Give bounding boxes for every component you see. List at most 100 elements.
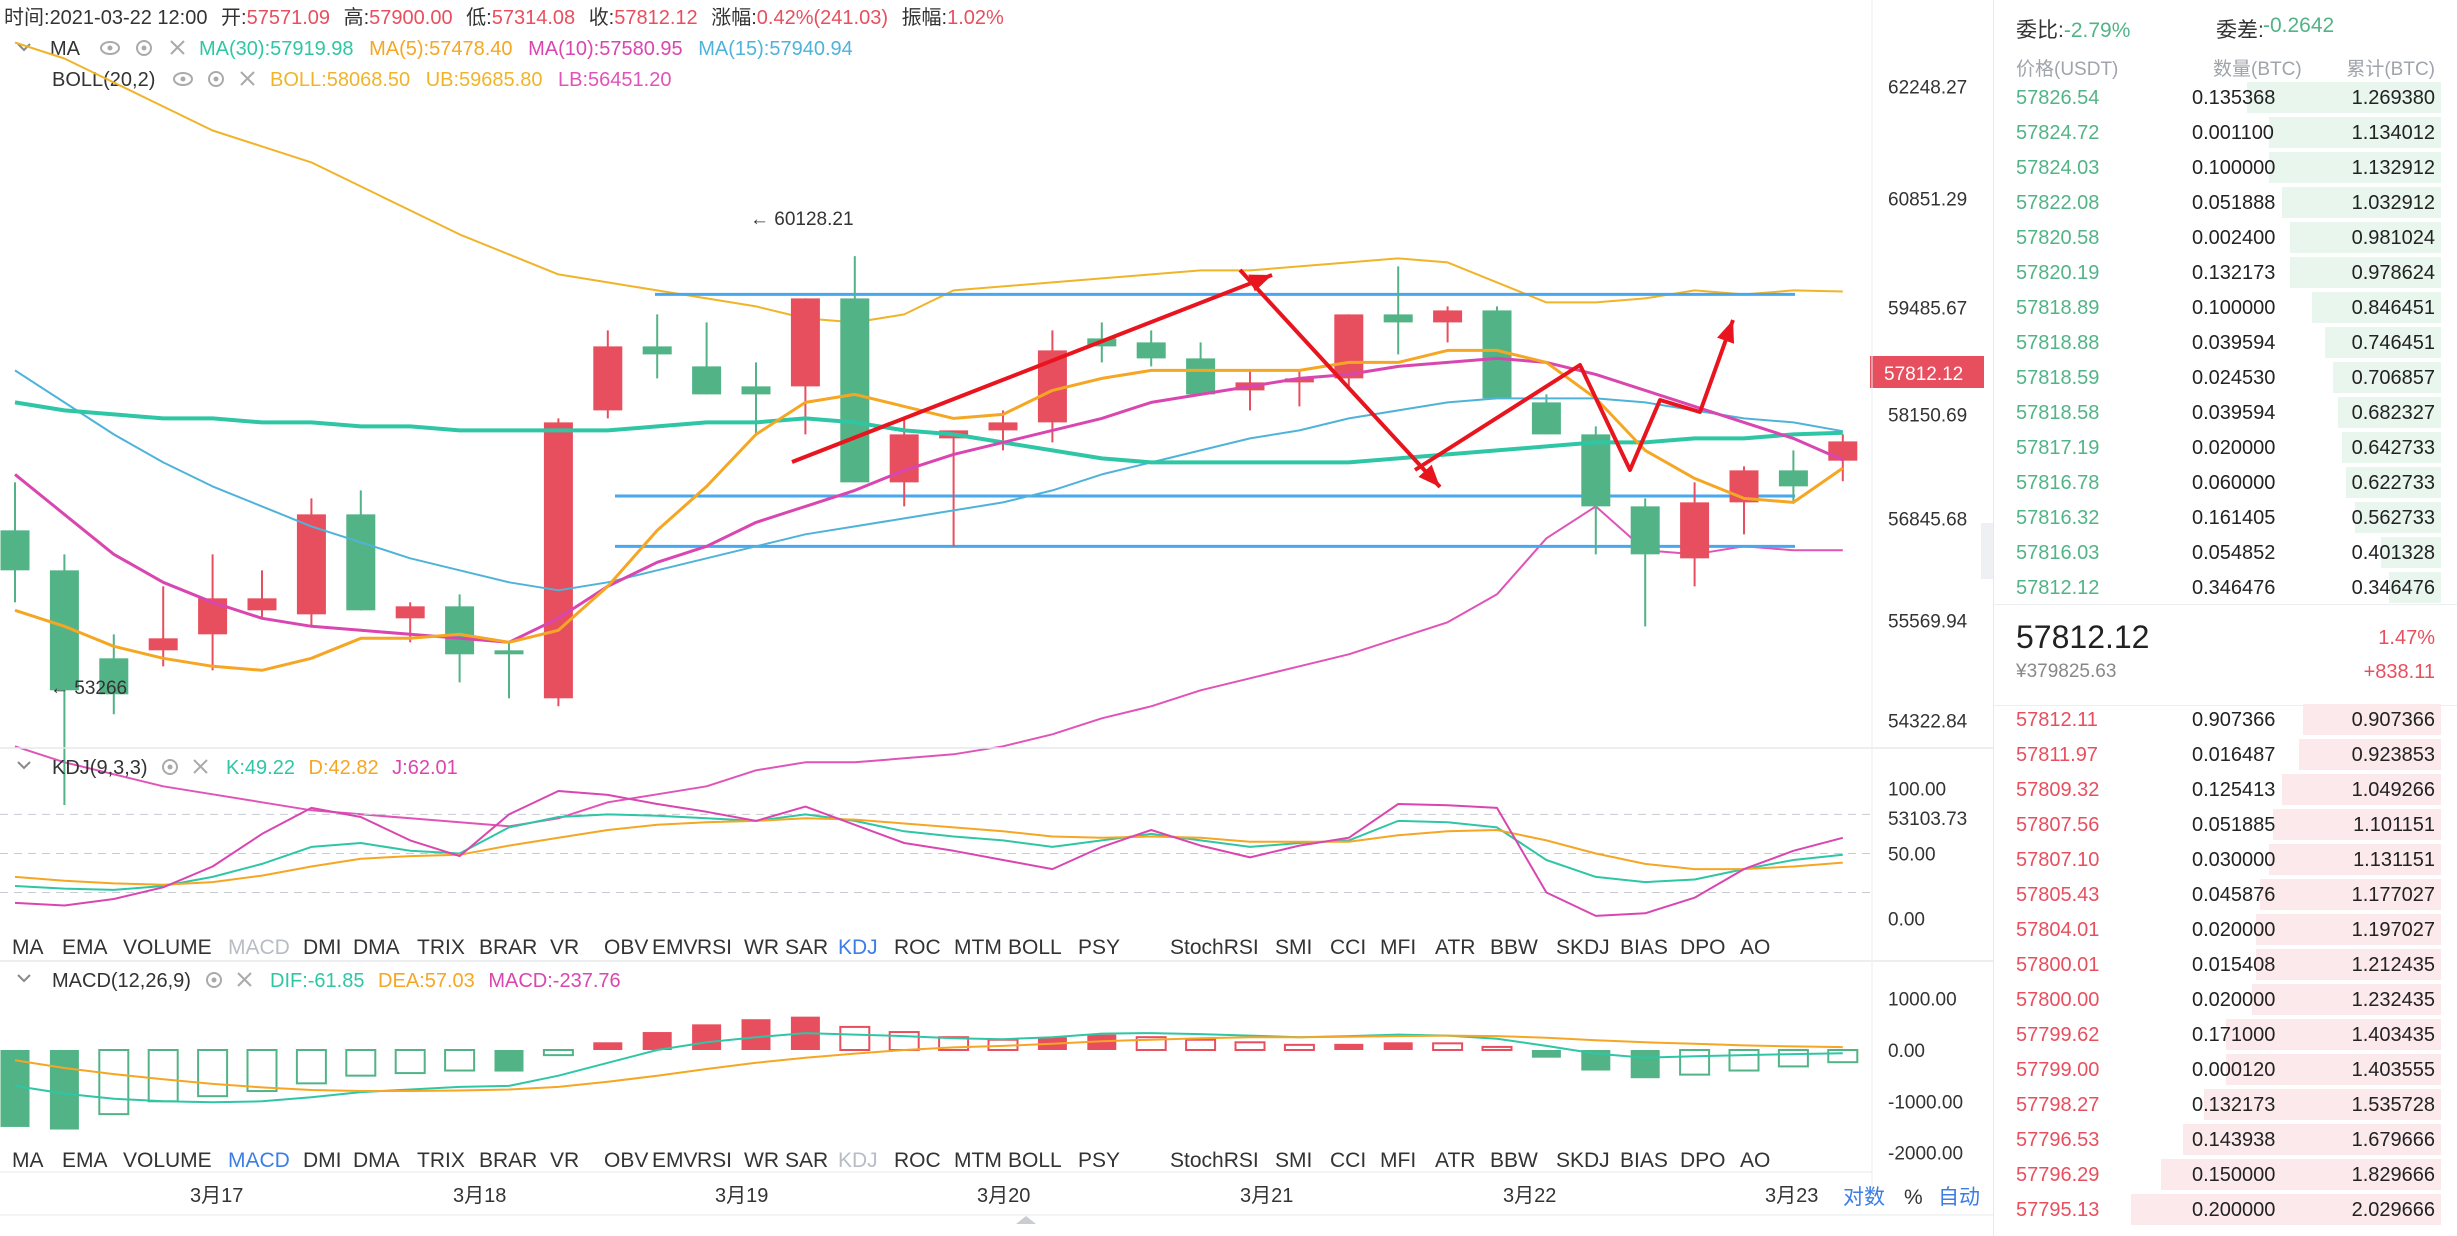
bid-row[interactable]: 57796.29 0.150000 1.829666: [1994, 1157, 2457, 1192]
indicator-tab-atr[interactable]: ATR: [1435, 1149, 1475, 1172]
indicator-tab-psy[interactable]: PSY: [1078, 936, 1120, 959]
bid-row[interactable]: 57805.43 0.045876 1.177027: [1994, 877, 2457, 912]
indicator-tab-stochrsi[interactable]: StochRSI: [1170, 1149, 1259, 1172]
chevron-down-icon[interactable]: [17, 761, 31, 770]
indicator-tab-ma[interactable]: MA: [12, 936, 44, 959]
percent-scale-toggle[interactable]: %: [1904, 1186, 1923, 1209]
indicator-tab-ao[interactable]: AO: [1740, 1149, 1770, 1172]
indicator-tab-stochrsi[interactable]: StochRSI: [1170, 936, 1259, 959]
indicator-tab-rsi[interactable]: RSI: [697, 936, 732, 959]
auto-scale-toggle[interactable]: 自动: [1938, 1186, 1980, 1209]
indicator-tab-bbw[interactable]: BBW: [1490, 1149, 1538, 1172]
indicator-tab-smi[interactable]: SMI: [1275, 1149, 1312, 1172]
ask-row[interactable]: 57818.89 0.100000 0.846451: [1994, 290, 2457, 325]
indicator-tab-dpo[interactable]: DPO: [1680, 1149, 1726, 1172]
indicator-tab-kdj[interactable]: KDJ: [838, 1149, 878, 1172]
ask-row[interactable]: 57812.12 0.346476 0.346476: [1994, 570, 2457, 605]
indicator-tab-mfi[interactable]: MFI: [1380, 1149, 1416, 1172]
bid-row[interactable]: 57798.27 0.132173 1.535728: [1994, 1087, 2457, 1122]
collapse-handle-icon[interactable]: [1016, 1216, 1036, 1224]
ask-row[interactable]: 57816.32 0.161405 0.562733: [1994, 500, 2457, 535]
gear-icon[interactable]: [208, 71, 224, 87]
gear-icon[interactable]: [206, 972, 222, 988]
ask-row[interactable]: 57820.19 0.132173 0.978624: [1994, 255, 2457, 290]
bid-row[interactable]: 57795.13 0.200000 2.029666: [1994, 1192, 2457, 1227]
indicator-tab-mfi[interactable]: MFI: [1380, 936, 1416, 959]
orderbook-collapse-handle[interactable]: [1981, 523, 1993, 579]
indicator-tab-vr[interactable]: VR: [550, 936, 579, 959]
bid-row[interactable]: 57812.11 0.907366 0.907366: [1994, 702, 2457, 737]
chevron-down-icon[interactable]: [17, 974, 31, 983]
indicator-tab-ma[interactable]: MA: [12, 1149, 44, 1172]
close-icon[interactable]: [240, 71, 255, 86]
ask-row[interactable]: 57818.59 0.024530 0.706857: [1994, 360, 2457, 395]
bid-row[interactable]: 57809.32 0.125413 1.049266: [1994, 772, 2457, 807]
bid-row[interactable]: 57807.56 0.051885 1.101151: [1994, 807, 2457, 842]
indicator-tab-trix[interactable]: TRIX: [417, 1149, 465, 1172]
indicator-tab-bias[interactable]: BIAS: [1620, 1149, 1668, 1172]
indicator-tab-ema[interactable]: EMA: [62, 936, 108, 959]
indicator-tab-boll[interactable]: BOLL: [1008, 1149, 1062, 1172]
indicator-tab-brar[interactable]: BRAR: [479, 1149, 537, 1172]
indicator-tab-ema[interactable]: EMA: [62, 1149, 108, 1172]
indicator-tab-volume[interactable]: VOLUME: [123, 1149, 212, 1172]
bid-row[interactable]: 57799.00 0.000120 1.403555: [1994, 1052, 2457, 1087]
eye-icon[interactable]: [100, 41, 120, 55]
indicator-tab-roc[interactable]: ROC: [894, 1149, 941, 1172]
indicator-tab-emv[interactable]: EMV: [652, 936, 698, 959]
gear-icon[interactable]: [162, 759, 178, 775]
ask-row[interactable]: 57820.58 0.002400 0.981024: [1994, 220, 2457, 255]
indicator-tab-volume[interactable]: VOLUME: [123, 936, 212, 959]
indicator-tab-rsi[interactable]: RSI: [697, 1149, 732, 1172]
indicator-tab-ao[interactable]: AO: [1740, 936, 1770, 959]
indicator-tab-brar[interactable]: BRAR: [479, 936, 537, 959]
indicator-tab-smi[interactable]: SMI: [1275, 936, 1312, 959]
indicator-tab-wr[interactable]: WR: [744, 1149, 779, 1172]
indicator-tab-cci[interactable]: CCI: [1330, 936, 1366, 959]
indicator-tab-emv[interactable]: EMV: [652, 1149, 698, 1172]
ask-row[interactable]: 57824.72 0.001100 1.134012: [1994, 115, 2457, 150]
kline-chart[interactable]: 时间:2021-03-22 12:00 开:57571.09 高:57900.0…: [0, 0, 1993, 1236]
indicator-tab-sar[interactable]: SAR: [785, 936, 828, 959]
indicator-tab-macd[interactable]: MACD: [228, 1149, 290, 1172]
log-scale-toggle[interactable]: 对数: [1843, 1186, 1885, 1209]
indicator-tab-psy[interactable]: PSY: [1078, 1149, 1120, 1172]
ask-row[interactable]: 57822.08 0.051888 1.032912: [1994, 185, 2457, 220]
indicator-tab-wr[interactable]: WR: [744, 936, 779, 959]
ask-row[interactable]: 57818.58 0.039594 0.682327: [1994, 395, 2457, 430]
indicator-tab-vr[interactable]: VR: [550, 1149, 579, 1172]
indicator-tab-roc[interactable]: ROC: [894, 936, 941, 959]
indicator-tab-skdj[interactable]: SKDJ: [1556, 1149, 1610, 1172]
indicator-tab-mtm[interactable]: MTM: [954, 1149, 1002, 1172]
indicator-tab-macd[interactable]: MACD: [228, 936, 290, 959]
ask-row[interactable]: 57824.03 0.100000 1.132912: [1994, 150, 2457, 185]
bid-row[interactable]: 57804.01 0.020000 1.197027: [1994, 912, 2457, 947]
ask-row[interactable]: 57816.03 0.054852 0.401328: [1994, 535, 2457, 570]
close-icon[interactable]: [193, 759, 208, 774]
indicator-tab-dpo[interactable]: DPO: [1680, 936, 1726, 959]
indicator-tab-dmi[interactable]: DMI: [303, 936, 342, 959]
indicator-tab-cci[interactable]: CCI: [1330, 1149, 1366, 1172]
bid-row[interactable]: 57800.00 0.020000 1.232435: [1994, 982, 2457, 1017]
eye-icon[interactable]: [173, 72, 193, 86]
indicator-tab-dma[interactable]: DMA: [353, 1149, 400, 1172]
ask-row[interactable]: 57817.19 0.020000 0.642733: [1994, 430, 2457, 465]
indicator-tab-skdj[interactable]: SKDJ: [1556, 936, 1610, 959]
close-icon[interactable]: [170, 40, 185, 55]
bid-row[interactable]: 57799.62 0.171000 1.403435: [1994, 1017, 2457, 1052]
indicator-tab-dmi[interactable]: DMI: [303, 1149, 342, 1172]
bid-row[interactable]: 57811.97 0.016487 0.923853: [1994, 737, 2457, 772]
indicator-tab-atr[interactable]: ATR: [1435, 936, 1475, 959]
indicator-tab-mtm[interactable]: MTM: [954, 936, 1002, 959]
gear-icon[interactable]: [136, 40, 152, 56]
indicator-tab-bbw[interactable]: BBW: [1490, 936, 1538, 959]
indicator-tab-bias[interactable]: BIAS: [1620, 936, 1668, 959]
ask-row[interactable]: 57826.54 0.135368 1.269380: [1994, 80, 2457, 115]
bid-row[interactable]: 57796.53 0.143938 1.679666: [1994, 1122, 2457, 1157]
indicator-tab-kdj[interactable]: KDJ: [838, 936, 878, 959]
indicator-tab-trix[interactable]: TRIX: [417, 936, 465, 959]
bid-row[interactable]: 57800.01 0.015408 1.212435: [1994, 947, 2457, 982]
ask-row[interactable]: 57818.88 0.039594 0.746451: [1994, 325, 2457, 360]
indicator-tab-obv[interactable]: OBV: [604, 936, 648, 959]
ask-row[interactable]: 57816.78 0.060000 0.622733: [1994, 465, 2457, 500]
